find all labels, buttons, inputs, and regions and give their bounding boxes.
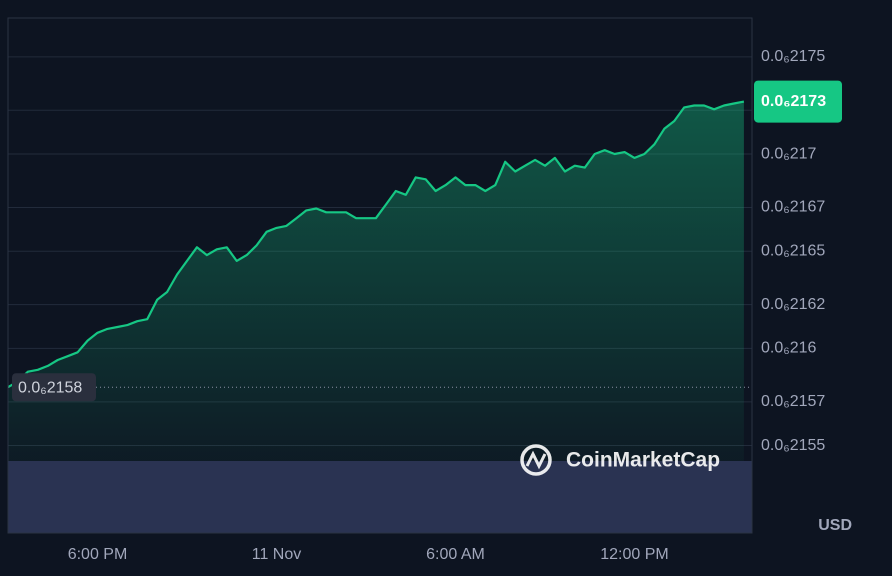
volume-band	[8, 461, 752, 533]
current-price-badge	[754, 80, 842, 123]
watermark-logo-mark	[525, 450, 547, 470]
x-tick-label: 6:00 AM	[426, 546, 485, 563]
plot	[7, 100, 752, 461]
plot-frame	[7, 17, 753, 534]
y-tick-label: 0.0₆2175	[761, 48, 825, 65]
y-tick-label: 0.0₆2167	[761, 199, 825, 216]
y-tick-label: 0.0₆216	[761, 340, 816, 357]
x-axis: 6:00 PM 11 Nov 6:00 AM 12:00 PM	[68, 546, 669, 563]
y-tick-label: 0.0₆217	[761, 145, 816, 162]
watermark-logo	[520, 444, 552, 476]
x-tick-label: 12:00 PM	[600, 546, 668, 563]
price-area	[8, 101, 744, 461]
y-tick-label: 0.0₆2165	[761, 242, 825, 259]
price-line	[7, 100, 745, 389]
price-badges: 0.0₆2158 0.0₆2173	[12, 80, 842, 402]
current-price-label: 0.0₆2173	[761, 93, 826, 110]
x-tick-label: 6:00 PM	[68, 546, 128, 563]
currency-label: USD	[818, 517, 852, 534]
x-tick-label: 11 Nov	[252, 546, 302, 563]
watermark: CoinMarketCap	[520, 444, 720, 476]
open-price-badge	[12, 373, 96, 402]
y-tick-label: 0.0₆2155	[761, 437, 825, 454]
y-tick-label: 0.0₆2157	[761, 393, 825, 410]
watermark-text: CoinMarketCap	[566, 449, 720, 472]
open-price-label: 0.0₆2158	[18, 379, 82, 396]
y-tick-label: 0.0₆2162	[761, 296, 825, 313]
